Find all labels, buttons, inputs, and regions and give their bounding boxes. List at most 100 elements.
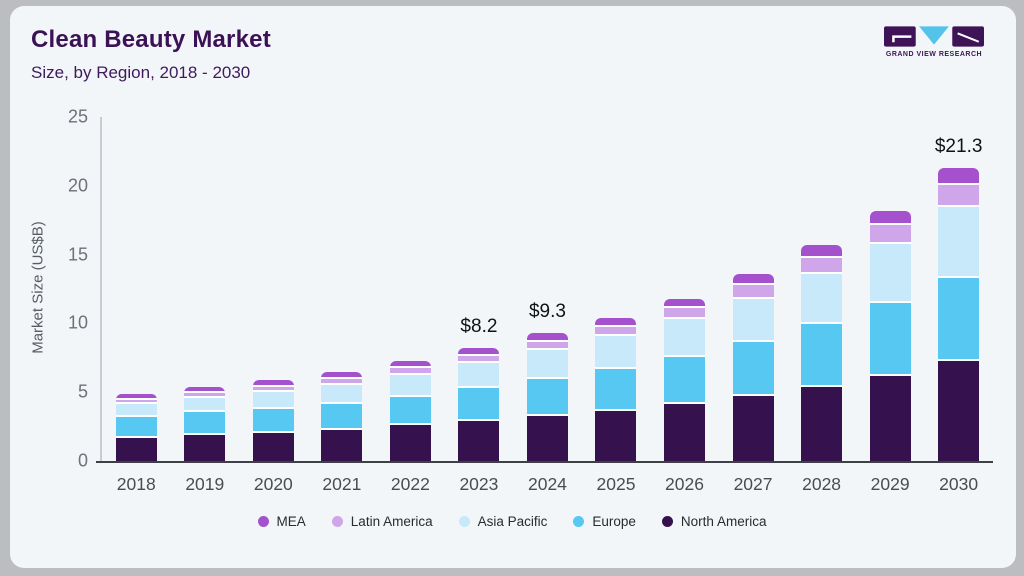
bar-2024[interactable] xyxy=(526,333,568,461)
bar-segment-north-america[interactable] xyxy=(252,432,294,461)
y-tick-label: 25 xyxy=(67,106,88,127)
bars-container: 2018 2019 2020 2021 2022 $8.2 2023 $9.3 2024 2025… xyxy=(102,117,993,494)
legend-item-latin-america[interactable]: Latin America xyxy=(331,514,433,529)
bar-segment-north-america[interactable] xyxy=(732,396,774,461)
bar-segment-latin-america[interactable] xyxy=(389,368,431,375)
bar-segment-asia-pacific[interactable] xyxy=(595,336,637,370)
bar-segment-north-america[interactable] xyxy=(664,403,706,461)
bar-segment-europe[interactable] xyxy=(732,342,774,397)
bar-segment-europe[interactable] xyxy=(252,408,294,433)
bar-segment-asia-pacific[interactable] xyxy=(801,273,843,324)
bar-2029[interactable] xyxy=(869,210,911,461)
bar-2026[interactable] xyxy=(664,298,706,461)
bar-segment-latin-america[interactable] xyxy=(115,399,157,404)
bar-segment-europe[interactable] xyxy=(801,323,843,387)
legend-item-mea[interactable]: MEA xyxy=(257,514,306,529)
bar-segment-latin-america[interactable] xyxy=(184,393,226,398)
bar-segment-mea[interactable] xyxy=(595,317,637,327)
bar-slot-2020: 2020 xyxy=(239,117,308,494)
legend-label: Europe xyxy=(592,514,636,529)
bar-segment-europe[interactable] xyxy=(664,356,706,404)
bar-segment-mea[interactable] xyxy=(664,298,706,309)
bar-segment-europe[interactable] xyxy=(115,416,157,438)
bar-2028[interactable] xyxy=(801,245,843,461)
bar-segment-asia-pacific[interactable] xyxy=(938,207,980,278)
bar-segment-asia-pacific[interactable] xyxy=(252,391,294,409)
bar-segment-mea[interactable] xyxy=(732,273,774,285)
bar-segment-latin-america[interactable] xyxy=(869,225,911,245)
bar-segment-asia-pacific[interactable] xyxy=(115,403,157,417)
bar-segment-north-america[interactable] xyxy=(526,415,568,461)
bar-segment-mea[interactable] xyxy=(526,333,568,342)
bar-segment-asia-pacific[interactable] xyxy=(869,244,911,304)
bar-segment-latin-america[interactable] xyxy=(526,342,568,350)
bar-slot-2028: 2028 xyxy=(787,117,856,494)
bar-segment-latin-america[interactable] xyxy=(732,284,774,299)
bar-segment-mea[interactable] xyxy=(321,371,363,379)
bar-segment-north-america[interactable] xyxy=(801,386,843,461)
legend-item-north-america[interactable]: North America xyxy=(661,514,766,529)
bar-2023[interactable] xyxy=(458,348,500,461)
y-tick-label: 0 xyxy=(77,450,88,471)
bar-2025[interactable] xyxy=(595,317,637,461)
bar-2019[interactable] xyxy=(184,386,226,461)
bar-2021[interactable] xyxy=(321,371,363,461)
bar-segment-north-america[interactable] xyxy=(115,437,157,461)
bar-2018[interactable] xyxy=(115,393,157,461)
bar-segment-north-america[interactable] xyxy=(869,376,911,461)
bar-segment-mea[interactable] xyxy=(938,167,980,185)
bar-segment-north-america[interactable] xyxy=(458,420,500,461)
bar-slot-2023: $8.2 2023 xyxy=(445,117,514,494)
bar-2027[interactable] xyxy=(732,273,774,461)
y-tick-label: 15 xyxy=(67,244,88,265)
bar-segment-north-america[interactable] xyxy=(595,410,637,461)
bar-segment-latin-america[interactable] xyxy=(664,308,706,320)
bar-segment-europe[interactable] xyxy=(595,369,637,411)
bar-segment-europe[interactable] xyxy=(526,379,568,416)
bar-segment-europe[interactable] xyxy=(389,397,431,426)
bar-segment-north-america[interactable] xyxy=(321,429,363,461)
bar-segment-mea[interactable] xyxy=(869,210,911,226)
legend-item-europe[interactable]: Europe xyxy=(573,514,636,529)
bar-segment-latin-america[interactable] xyxy=(321,379,363,386)
bar-segment-mea[interactable] xyxy=(458,348,500,356)
bar-segment-asia-pacific[interactable] xyxy=(389,374,431,398)
bar-segment-latin-america[interactable] xyxy=(801,257,843,274)
y-tick-label: 20 xyxy=(67,175,88,196)
bar-segment-europe[interactable] xyxy=(938,277,980,362)
bar-segment-latin-america[interactable] xyxy=(458,355,500,364)
bar-segment-asia-pacific[interactable] xyxy=(664,319,706,357)
bar-segment-mea[interactable] xyxy=(115,393,157,400)
bar-segment-asia-pacific[interactable] xyxy=(184,397,226,413)
bar-2030[interactable] xyxy=(938,167,980,461)
bar-segment-mea[interactable] xyxy=(184,386,226,394)
legend-label: MEA xyxy=(276,514,306,529)
legend-label: Asia Pacific xyxy=(477,514,548,529)
bar-segment-asia-pacific[interactable] xyxy=(458,363,500,389)
bar-slot-2018: 2018 xyxy=(102,117,171,494)
bar-segment-asia-pacific[interactable] xyxy=(732,298,774,343)
bar-segment-europe[interactable] xyxy=(184,412,226,435)
bar-segment-latin-america[interactable] xyxy=(595,326,637,337)
bar-segment-north-america[interactable] xyxy=(938,361,980,461)
bar-segment-latin-america[interactable] xyxy=(252,386,294,392)
bar-segment-mea[interactable] xyxy=(252,379,294,387)
bar-segment-latin-america[interactable] xyxy=(938,184,980,208)
bar-segment-mea[interactable] xyxy=(389,360,431,369)
bar-2022[interactable] xyxy=(389,360,431,461)
chart-card xyxy=(10,6,1016,568)
x-tick-label: 2030 xyxy=(939,474,979,494)
bar-slot-2029: 2029 xyxy=(856,117,925,494)
bar-segment-europe[interactable] xyxy=(869,303,911,377)
bar-segment-north-america[interactable] xyxy=(389,425,431,461)
bar-slot-2019: 2019 xyxy=(171,117,240,494)
bar-2020[interactable] xyxy=(252,379,294,461)
legend-item-asia-pacific[interactable]: Asia Pacific xyxy=(458,514,548,529)
bar-segment-north-america[interactable] xyxy=(184,434,226,461)
bar-segment-europe[interactable] xyxy=(321,403,363,430)
bar-segment-europe[interactable] xyxy=(458,388,500,421)
legend-swatch-icon xyxy=(573,516,585,527)
bar-segment-mea[interactable] xyxy=(801,245,843,258)
bar-segment-asia-pacific[interactable] xyxy=(526,349,568,380)
bar-segment-asia-pacific[interactable] xyxy=(321,385,363,404)
